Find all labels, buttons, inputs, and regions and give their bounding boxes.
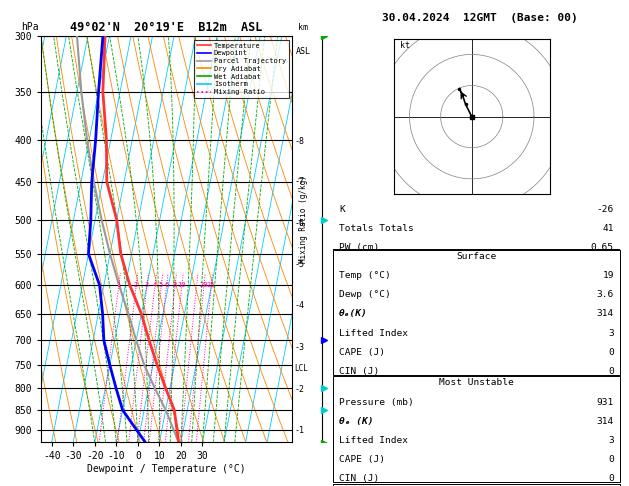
Text: 0.65: 0.65 xyxy=(591,243,614,252)
Text: ASL: ASL xyxy=(296,47,311,55)
Text: -7: -7 xyxy=(295,177,304,187)
Text: 0: 0 xyxy=(608,367,614,376)
Text: 25: 25 xyxy=(207,282,215,288)
Bar xyxy=(333,484,620,486)
Text: 931: 931 xyxy=(596,398,614,406)
X-axis label: Dewpoint / Temperature (°C): Dewpoint / Temperature (°C) xyxy=(87,464,246,474)
Text: -1: -1 xyxy=(295,426,304,435)
Text: LCL: LCL xyxy=(295,364,309,373)
Text: 0: 0 xyxy=(608,455,614,464)
Text: Totals Totals: Totals Totals xyxy=(339,224,414,233)
Text: Most Unstable: Most Unstable xyxy=(439,379,514,387)
Text: K: K xyxy=(339,205,345,214)
Text: 4: 4 xyxy=(153,282,157,288)
Text: θₑ (K): θₑ (K) xyxy=(339,417,374,426)
Text: Mixing Ratio (g/kg): Mixing Ratio (g/kg) xyxy=(299,175,308,263)
Text: km: km xyxy=(299,23,308,33)
Text: -4: -4 xyxy=(295,301,304,311)
Text: 3: 3 xyxy=(608,436,614,445)
Text: 5: 5 xyxy=(159,282,163,288)
Text: 10: 10 xyxy=(177,282,186,288)
Text: 41: 41 xyxy=(603,224,614,233)
Text: 0: 0 xyxy=(608,347,614,357)
Text: 30.04.2024  12GMT  (Base: 00): 30.04.2024 12GMT (Base: 00) xyxy=(382,13,577,23)
Text: Surface: Surface xyxy=(457,252,496,261)
Text: 314: 314 xyxy=(596,417,614,426)
Text: Dewp (°C): Dewp (°C) xyxy=(339,290,391,299)
Text: 2: 2 xyxy=(134,282,138,288)
Text: -5: -5 xyxy=(295,260,304,269)
Text: 1: 1 xyxy=(116,282,121,288)
Text: 8: 8 xyxy=(173,282,177,288)
Text: Pressure (mb): Pressure (mb) xyxy=(339,398,414,406)
Text: CAPE (J): CAPE (J) xyxy=(339,347,385,357)
Text: -26: -26 xyxy=(596,205,614,214)
Text: -3: -3 xyxy=(295,344,304,352)
Text: 20: 20 xyxy=(199,282,208,288)
Text: 0: 0 xyxy=(608,474,614,483)
Text: 3: 3 xyxy=(145,282,149,288)
Title: 49°02'N  20°19'E  B12m  ASL: 49°02'N 20°19'E B12m ASL xyxy=(70,21,263,34)
Text: CIN (J): CIN (J) xyxy=(339,474,379,483)
Text: PW (cm): PW (cm) xyxy=(339,243,379,252)
Text: θₑ(K): θₑ(K) xyxy=(339,310,368,318)
Text: Lifted Index: Lifted Index xyxy=(339,436,408,445)
Text: Lifted Index: Lifted Index xyxy=(339,329,408,338)
Text: hPa: hPa xyxy=(21,22,38,33)
Text: -2: -2 xyxy=(295,384,304,394)
Text: 6: 6 xyxy=(164,282,169,288)
Text: CAPE (J): CAPE (J) xyxy=(339,455,385,464)
Text: CIN (J): CIN (J) xyxy=(339,367,379,376)
Text: -8: -8 xyxy=(295,137,304,146)
Text: 314: 314 xyxy=(596,310,614,318)
Text: Temp (°C): Temp (°C) xyxy=(339,271,391,280)
Text: -6: -6 xyxy=(295,219,304,228)
Text: kt: kt xyxy=(400,41,410,50)
Text: 3: 3 xyxy=(608,329,614,338)
Text: 3.6: 3.6 xyxy=(596,290,614,299)
Text: 19: 19 xyxy=(603,271,614,280)
Bar xyxy=(333,250,620,375)
Legend: Temperature, Dewpoint, Parcel Trajectory, Dry Adiabat, Wet Adiabat, Isotherm, Mi: Temperature, Dewpoint, Parcel Trajectory… xyxy=(194,40,289,98)
Bar xyxy=(333,377,620,482)
